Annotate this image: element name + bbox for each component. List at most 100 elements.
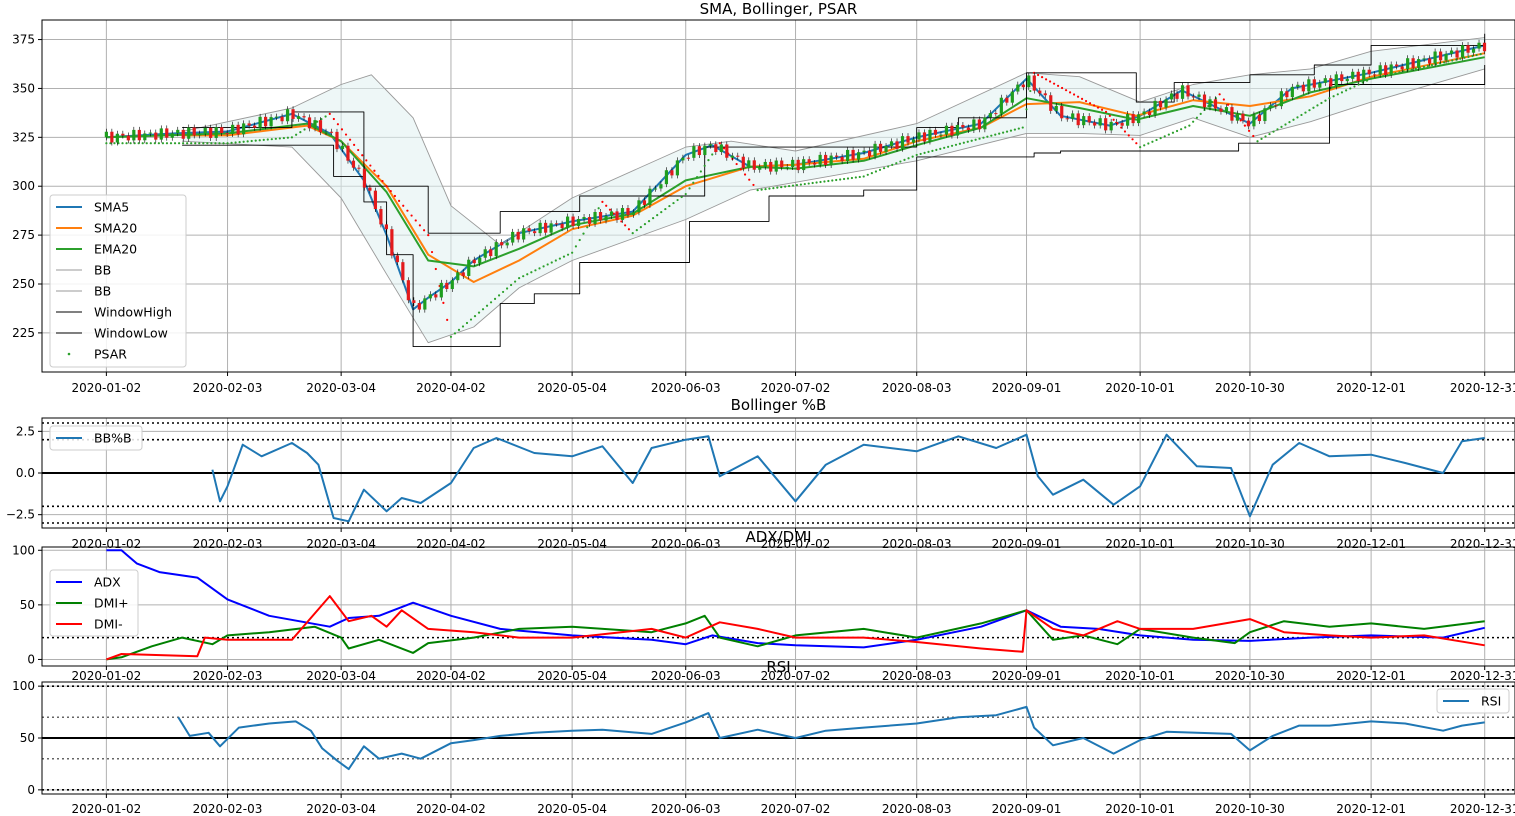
psar-dot [1218, 93, 1221, 96]
candle-body [1318, 82, 1322, 88]
candle-body [576, 218, 581, 226]
psar-dot [1260, 137, 1263, 140]
psar-dot [1475, 53, 1478, 57]
psar-dot [958, 142, 962, 145]
psar-dot [911, 155, 914, 158]
psar-dot [1434, 63, 1438, 66]
psar-dot [190, 142, 193, 145]
psar-dot [605, 204, 608, 207]
psar-dot [1300, 113, 1303, 117]
psar-dot [1104, 110, 1108, 114]
candle-body [362, 168, 367, 188]
psar-dot [903, 158, 906, 161]
candle-body [472, 259, 476, 264]
candle-body [582, 217, 586, 219]
candle-body [1230, 107, 1234, 121]
y-tick-label: 325 [12, 130, 35, 144]
candle-body [824, 154, 828, 166]
candle-body [1213, 99, 1218, 109]
candle-body [1164, 99, 1168, 108]
psar-dot [748, 178, 751, 181]
psar-dot [278, 137, 281, 140]
candle-body [1158, 100, 1163, 108]
x-tick-label: 2020-04-02 [416, 381, 486, 395]
candle-body [1054, 105, 1058, 111]
candle-body [390, 229, 394, 256]
candle-body [741, 156, 745, 169]
psar-dot [907, 157, 910, 160]
x-tick-label: 2020-10-01 [1105, 802, 1175, 816]
candle-body [500, 242, 504, 246]
psar-dot [635, 229, 638, 232]
psar-dot [414, 219, 417, 222]
psar-dot [206, 142, 209, 145]
candle-body [115, 133, 119, 143]
candle-body [1098, 118, 1102, 126]
candle-body [494, 242, 498, 257]
psar-dot [571, 251, 574, 254]
candle-body [181, 129, 185, 139]
psar-dot [1080, 97, 1084, 100]
psar-dot [950, 144, 954, 147]
x-tick-label: 2020-05-04 [537, 802, 607, 816]
candle-body [456, 272, 460, 281]
psar-dot [344, 133, 348, 136]
psar-dot [743, 173, 747, 176]
x-tick-label: 2020-03-04 [306, 669, 376, 683]
candle-body [379, 209, 383, 225]
candle-body [846, 149, 850, 161]
y-tick-label: 50 [20, 598, 35, 612]
bollinger-band-fill [182, 37, 1485, 343]
candle-body [631, 212, 636, 215]
candle-body [763, 161, 767, 167]
series-line-bb [182, 68, 1485, 344]
y-tick-label: 100 [12, 543, 35, 557]
psar-dot [807, 182, 810, 185]
psar-dot [427, 234, 430, 237]
psar-dot [586, 226, 589, 229]
psar-dot [410, 214, 413, 217]
psar-dot [601, 200, 604, 203]
psar-dot [558, 257, 561, 260]
candle-body [1263, 108, 1267, 122]
psar-dot [1312, 106, 1315, 109]
candle-body [1197, 94, 1201, 97]
x-tick-label: 2020-01-02 [71, 669, 141, 683]
y-tick-label: 225 [12, 326, 35, 340]
psar-dot [978, 137, 981, 140]
candle-body [1373, 74, 1377, 76]
legend-label: PSAR [94, 347, 127, 362]
psar-dot [282, 136, 285, 140]
chart-title: ADX/DMI [745, 528, 811, 546]
candle-body [1329, 78, 1333, 87]
psar-dot [530, 271, 533, 274]
psar-dot [1288, 121, 1291, 124]
psar-dot [927, 150, 930, 153]
x-tick-label: 2020-12-01 [1336, 669, 1406, 683]
candle-body [1296, 84, 1300, 87]
y-tick-label: −2.5 [6, 508, 35, 522]
candle-body [835, 155, 839, 157]
psar-dot [823, 180, 826, 183]
x-tick-label: 2020-06-03 [651, 802, 721, 816]
candle-body [154, 132, 158, 140]
x-tick-label: 2020-12-01 [1336, 381, 1406, 395]
candle-body [802, 159, 806, 171]
psar-dot [1264, 135, 1267, 138]
psar-dot [505, 287, 509, 290]
psar-dot [1108, 114, 1111, 117]
x-tick-label: 2020-09-01 [992, 802, 1062, 816]
x-tick-label: 2020-09-01 [992, 381, 1062, 395]
psar-dot [1068, 91, 1072, 94]
psar-dot [1353, 85, 1356, 88]
legend-label: EMA20 [94, 242, 137, 257]
psar-dot [722, 147, 726, 150]
psar-dot [858, 175, 861, 179]
candle-body [132, 129, 136, 141]
x-tick-label: 2020-10-01 [1105, 669, 1175, 683]
candle-body [159, 128, 163, 140]
psar-dot [660, 210, 663, 214]
candle-body [730, 155, 734, 158]
psar-dot [711, 153, 714, 156]
x-tick-label: 2020-12-31 [1450, 802, 1515, 816]
